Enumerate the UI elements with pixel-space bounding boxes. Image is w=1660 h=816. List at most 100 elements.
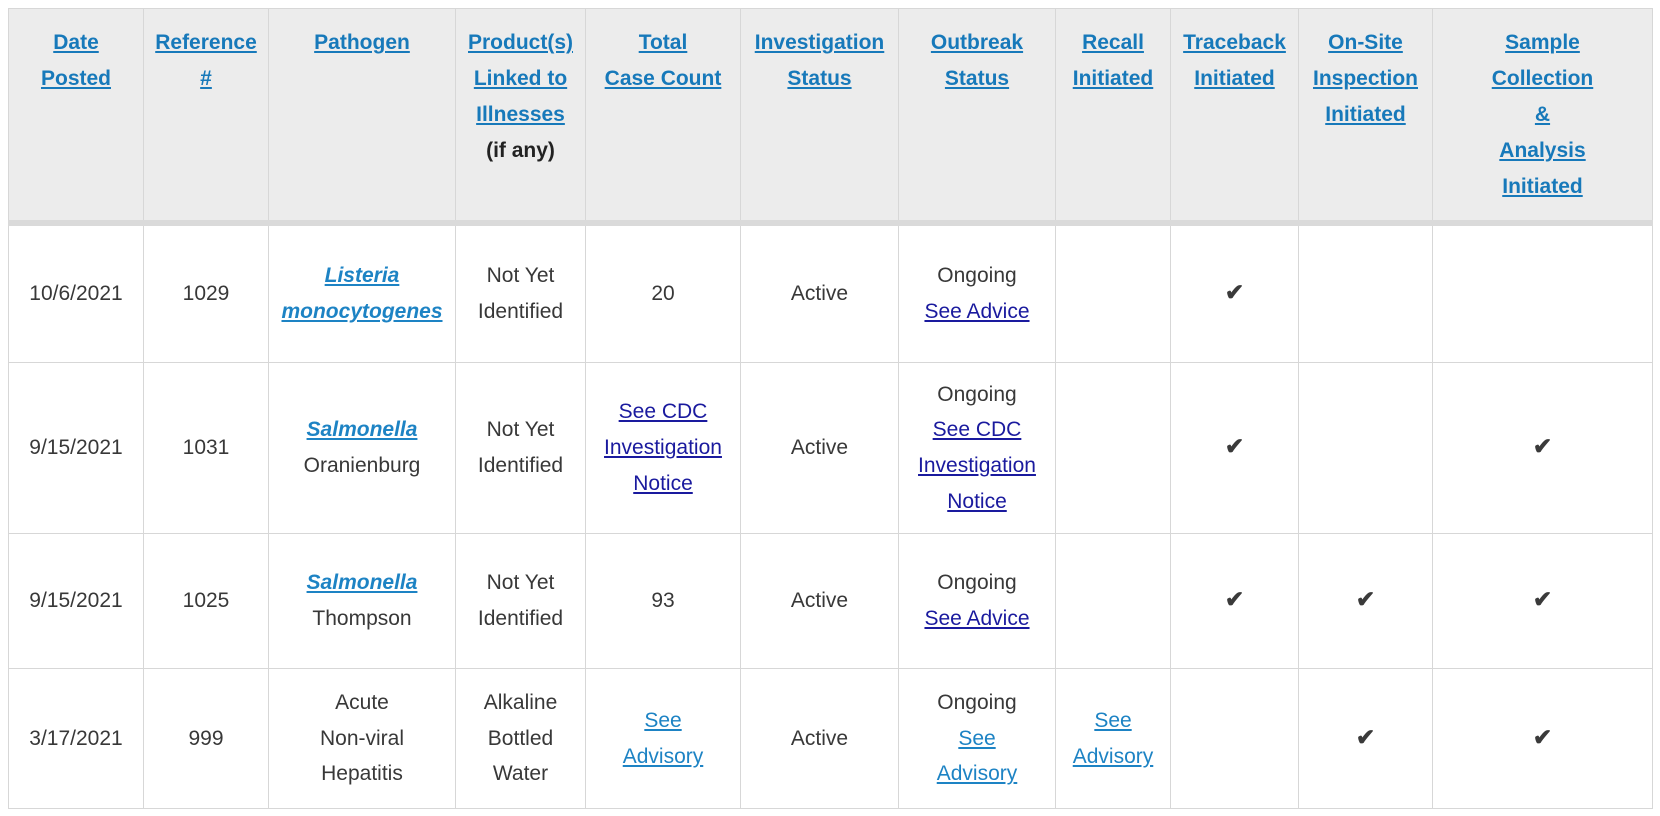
cell-sample_collection: ✔	[1432, 533, 1653, 669]
column-header-line: Product(s)	[468, 31, 573, 54]
column-sort-link-traceback[interactable]: Traceback Initiated	[1177, 25, 1292, 97]
column-sort-link-sample_collection[interactable]: Sample Collection & Analysis Initiated	[1439, 25, 1646, 206]
text-line: Ongoing	[937, 264, 1017, 288]
column-header-line: Case Count	[604, 67, 722, 91]
column-sort-link-reference[interactable]: Reference #	[150, 25, 262, 97]
cell-investigation_status: Active	[740, 362, 899, 534]
column-header-line: Initiated	[1325, 103, 1406, 127]
cell-investigation_status: Active	[740, 668, 899, 809]
cell-pathogen: Acute Non-viral Hepatitis	[268, 668, 456, 809]
cell-onsite_inspection	[1298, 362, 1433, 534]
text-line: Ongoing	[937, 690, 1017, 714]
see-advisory-link[interactable]: See Advisory	[594, 703, 732, 774]
cell-text: Not Yet Identified	[464, 258, 577, 329]
column-header-line: Reference	[155, 31, 257, 54]
link-line: See Advice	[924, 299, 1030, 323]
link-line: Listeria	[324, 264, 400, 288]
column-header-sample_collection: Sample Collection & Analysis Initiated	[1432, 8, 1653, 226]
cell-text: Ongoing	[907, 565, 1047, 601]
text-line: 999	[188, 726, 224, 750]
see-advice-link[interactable]: See Advice	[907, 294, 1047, 330]
text-line: Water	[492, 762, 549, 786]
text-line: Ongoing	[937, 382, 1017, 406]
column-sort-link-recall[interactable]: Recall Initiated	[1062, 25, 1164, 97]
text-line: Oranienburg	[303, 454, 421, 477]
cell-text: 10/6/2021	[17, 276, 135, 312]
cell-text: 9/15/2021	[17, 583, 135, 619]
cell-case_count: See CDC Investigation Notice	[585, 362, 741, 534]
cell-outbreak_status: Ongoing See Advice	[898, 222, 1056, 363]
checkmark-icon: ✔	[1532, 723, 1553, 750]
listeria-monocytogenes-link[interactable]: Listeria monocytogenes	[277, 258, 447, 329]
cell-text: 20	[594, 276, 732, 312]
text-line: Hepatitis	[321, 762, 403, 786]
cell-case_count: 93	[585, 533, 741, 669]
cell-products: Not Yet Identified	[455, 533, 586, 669]
cell-traceback: ✔	[1170, 222, 1299, 363]
cell-text: 999	[152, 721, 260, 757]
column-sort-link-investigation_status[interactable]: Investigation Status	[747, 25, 892, 97]
see-advisory-link[interactable]: See Advisory	[1064, 703, 1162, 774]
column-header-line: Investigation	[754, 31, 885, 54]
text-line: Active	[790, 589, 849, 613]
text-line: 3/17/2021	[29, 726, 123, 750]
table-row: 9/15/2021 1025 Salmonella Thompson Not Yet Id…	[8, 533, 1653, 669]
cell-reference: 1029	[143, 222, 269, 363]
cell-text: 93	[594, 583, 732, 619]
text-line: Not Yet	[486, 418, 555, 442]
text-line: Non-viral	[319, 726, 405, 750]
cell-reference: 999	[143, 668, 269, 809]
cell-text: Ongoing	[907, 685, 1047, 721]
text-line: 9/15/2021	[29, 436, 123, 460]
link-line: See Advice	[924, 607, 1030, 630]
link-line: See CDC	[618, 400, 708, 424]
column-header-line: Date	[53, 31, 99, 54]
cell-text: Active	[749, 583, 890, 619]
column-header-line: Posted	[40, 67, 111, 91]
column-header-pathogen: Pathogen	[268, 8, 456, 226]
salmonella-link[interactable]: Salmonella	[277, 565, 447, 601]
table-row: 3/17/2021 999 Acute Non-viral Hepatitis Alkal…	[8, 668, 1653, 809]
column-sort-link-pathogen[interactable]: Pathogen	[275, 25, 449, 61]
column-sort-link-outbreak_status[interactable]: Outbreak Status	[905, 25, 1049, 97]
link-line: See	[644, 708, 682, 732]
text-line: 20	[651, 281, 675, 305]
link-line: Investigation	[918, 454, 1036, 477]
outbreak-table: Date Posted Reference # Pathogen Product(s) Li…	[8, 8, 1653, 809]
column-header-line: Pathogen	[314, 31, 410, 54]
column-sort-link-products[interactable]: Product(s) Linked to Illnesses	[462, 25, 579, 133]
column-sort-link-onsite_inspection[interactable]: On-Site Inspection Initiated	[1305, 25, 1426, 133]
cell-text: 1025	[152, 583, 260, 619]
column-header-traceback: Traceback Initiated	[1170, 8, 1299, 226]
checkmark-icon: ✔	[1532, 586, 1553, 613]
column-header-line: Initiated	[1502, 175, 1583, 199]
text-line: Identified	[477, 299, 564, 323]
cell-investigation_status: Active	[740, 222, 899, 363]
column-header-recall: Recall Initiated	[1055, 8, 1171, 226]
column-sort-link-date_posted[interactable]: Date Posted	[15, 25, 137, 97]
see-advice-link[interactable]: See Advice	[907, 601, 1047, 637]
table-row: 10/6/2021 1029 Listeria monocytogenes Not Ye…	[8, 222, 1653, 363]
column-sort-link-case_count[interactable]: Total Case Count	[592, 25, 734, 97]
column-header-line: Illnesses	[476, 103, 565, 127]
text-line: Not Yet	[486, 571, 555, 595]
text-line: Active	[790, 281, 849, 305]
see-advisory-link[interactable]: See Advisory	[907, 721, 1047, 792]
text-line: Not Yet	[486, 264, 555, 288]
cell-onsite_inspection: ✔	[1298, 668, 1433, 809]
column-header-onsite_inspection: On-Site Inspection Initiated	[1298, 8, 1433, 226]
column-header-case_count: Total Case Count	[585, 8, 741, 226]
see-cdc-investigation-notice-link[interactable]: See CDC Investigation Notice	[594, 394, 732, 501]
link-line: Advisory	[936, 762, 1018, 786]
cell-recall: See Advisory	[1055, 668, 1171, 809]
cell-products: Alkaline Bottled Water	[455, 668, 586, 809]
cell-onsite_inspection	[1298, 222, 1433, 363]
salmonella-link[interactable]: Salmonella	[277, 412, 447, 448]
checkmark-icon: ✔	[1532, 433, 1553, 460]
see-cdc-investigation-notice-link[interactable]: See CDC Investigation Notice	[907, 412, 1047, 519]
cell-date_posted: 3/17/2021	[8, 668, 144, 809]
cell-products: Not Yet Identified	[455, 362, 586, 534]
text-line: Bottled	[487, 726, 554, 750]
link-line: See	[1094, 708, 1132, 732]
table-header: Date Posted Reference # Pathogen Product(s) Li…	[8, 8, 1653, 226]
